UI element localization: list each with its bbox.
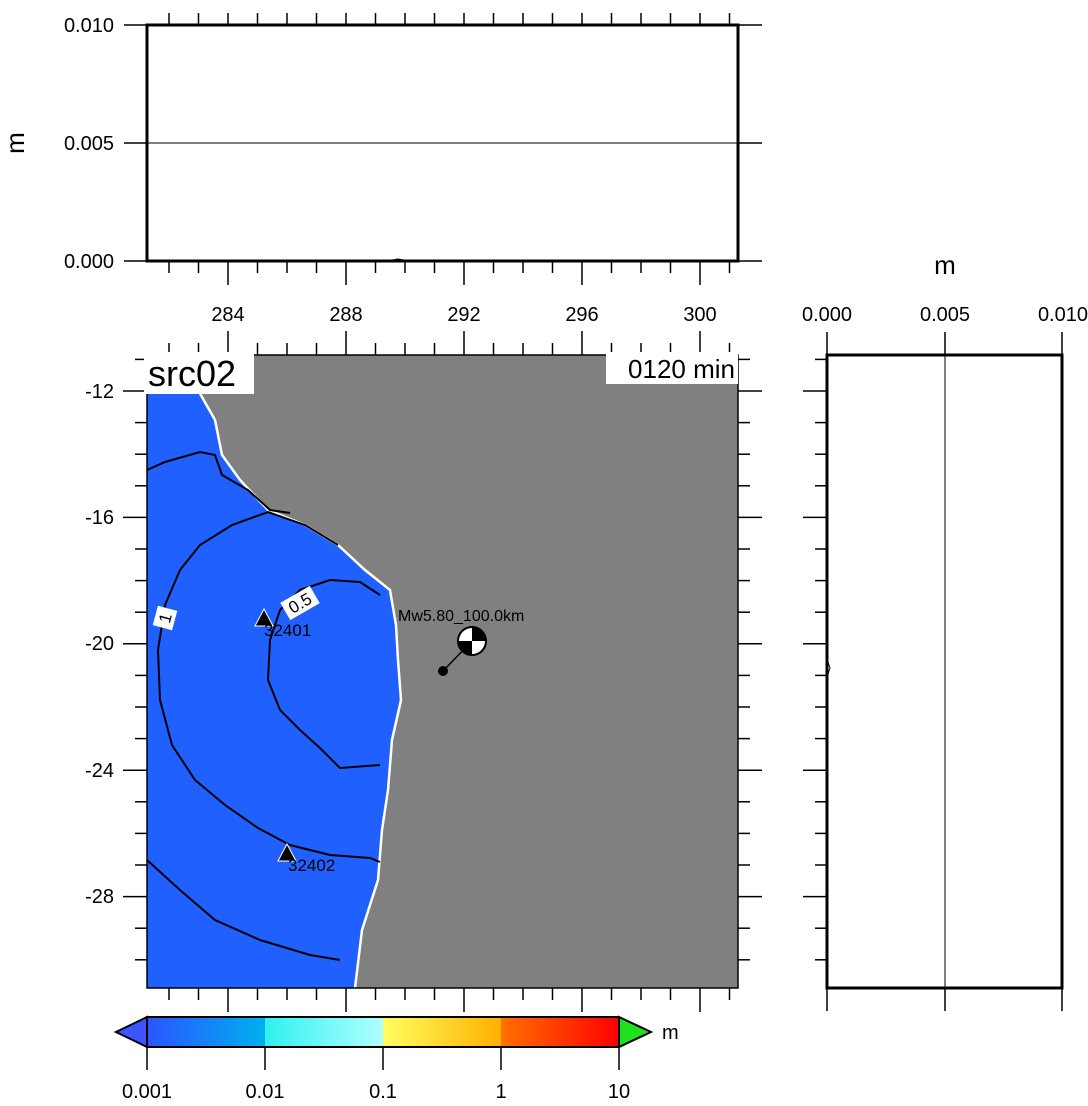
top-x-ticks — [168, 13, 731, 285]
right-x-tick-label: 0.000 — [802, 304, 852, 326]
contour-line-1m — [156, 510, 381, 863]
colorbar-tick-label: 1 — [495, 1081, 506, 1103]
colorbar-low-arrow — [113, 1015, 148, 1049]
colorbar-high-arrow — [618, 1015, 654, 1049]
top-x-tick-label: 284 — [211, 304, 244, 326]
top-y-tick-label: 0.010 — [64, 15, 114, 37]
top-y-tick-label: 0.000 — [64, 251, 114, 273]
right-panel-trace — [827, 661, 831, 675]
time-label: 0120 min — [628, 354, 735, 384]
top-x-tick-label: 300 — [683, 304, 716, 326]
epicenter-dot — [438, 666, 448, 676]
colorbar-unit: m — [662, 1022, 679, 1044]
colorbar-tick-label: 0.001 — [122, 1081, 172, 1103]
colorbar-segment — [501, 1017, 619, 1047]
ocean-area — [147, 355, 401, 988]
right-x-axis-unit: m — [934, 250, 956, 280]
map-ticks — [123, 331, 762, 1012]
earthquake-label: Mw5.80_100.0km — [398, 608, 524, 625]
station-label: 32402 — [288, 856, 335, 875]
right-x-tick-label: 0.005 — [920, 304, 970, 326]
colorbar-segment — [383, 1017, 501, 1047]
lat-tick-label: -20 — [85, 633, 114, 655]
source-label: src02 — [148, 353, 236, 394]
source-label-box — [144, 352, 254, 394]
top-y-tick-label: 0.005 — [64, 133, 114, 155]
contour-line — [147, 859, 341, 961]
station-marker-32402 — [277, 842, 297, 862]
colorbar-tick-label: 0.1 — [369, 1081, 397, 1103]
time-label-box — [606, 352, 738, 384]
colorbar-segment — [147, 1017, 265, 1047]
map-frame — [146, 354, 739, 989]
contour-line — [147, 450, 291, 514]
focal-mechanism-icon — [457, 626, 487, 656]
station-label: 32401 — [264, 621, 311, 640]
top-x-tick-label: 292 — [447, 304, 480, 326]
lat-tick-label: -16 — [85, 507, 114, 529]
right-x-tick-label: 0.010 — [1038, 304, 1088, 326]
right-y-ticks — [803, 358, 827, 961]
coastline — [190, 355, 403, 988]
colorbar-tick-label: 10 — [608, 1081, 630, 1103]
top-x-tick-label: 296 — [565, 304, 598, 326]
colorbar-segment — [265, 1017, 383, 1047]
top-x-tick-label: 288 — [329, 304, 362, 326]
colorbar: 0.001 0.01 0.1 1 10 m — [113, 1015, 679, 1103]
lat-tick-label: -24 — [85, 760, 114, 782]
lat-tick-label: -12 — [85, 381, 114, 403]
top-y-axis-unit: m — [0, 132, 30, 154]
top-timeseries-panel: 0.010 0.005 0.000 m 284 288 292 296 300 — [0, 13, 762, 326]
station-marker-32401 — [254, 607, 274, 627]
colorbar-tick-label: 0.01 — [246, 1081, 285, 1103]
map-panel: 1 0.5 32401 32402 Mw5.80_100.0km -12 - — [85, 331, 762, 1012]
top-panel-trace — [391, 258, 405, 261]
right-timeseries-panel: 0.000 0.005 0.010 m — [802, 250, 1088, 1011]
lat-tick-label: -28 — [85, 886, 114, 908]
contour-line-0.5m — [266, 578, 381, 770]
